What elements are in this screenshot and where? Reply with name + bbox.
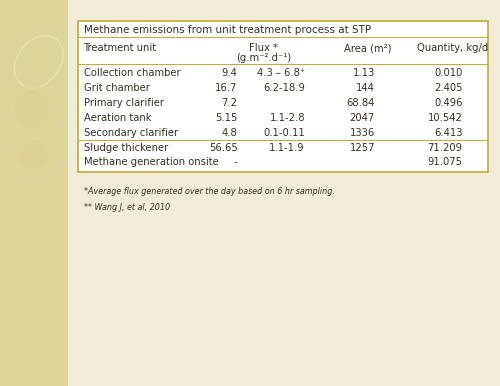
Text: 0.010: 0.010	[434, 68, 462, 78]
Text: Secondary clarifier: Secondary clarifier	[84, 128, 178, 138]
Text: 68.84: 68.84	[346, 98, 375, 108]
Text: 7.2: 7.2	[222, 98, 238, 108]
Text: Quantity, kg/d: Quantity, kg/d	[417, 43, 488, 53]
Text: 1.13: 1.13	[353, 68, 375, 78]
Text: 1257: 1257	[350, 142, 375, 152]
Text: 9.4: 9.4	[222, 68, 238, 78]
Text: Collection chamber: Collection chamber	[84, 68, 180, 78]
Text: Flux *: Flux *	[249, 43, 278, 53]
Text: Grit chamber: Grit chamber	[84, 83, 150, 93]
Text: 91.075: 91.075	[428, 157, 462, 168]
Text: 4.8: 4.8	[222, 128, 238, 138]
Text: 71.209: 71.209	[428, 142, 462, 152]
Text: Primary clarifier: Primary clarifier	[84, 98, 164, 108]
Text: 2.405: 2.405	[434, 83, 462, 93]
Text: 6.2-18.9: 6.2-18.9	[263, 83, 305, 93]
Text: -: -	[234, 157, 237, 168]
Text: 4.3 – 6.8⁺: 4.3 – 6.8⁺	[257, 68, 305, 78]
Text: *Average flux generated over the day based on 6 hr sampling.: *Average flux generated over the day bas…	[84, 187, 334, 196]
Ellipse shape	[14, 91, 49, 125]
Text: 0.496: 0.496	[434, 98, 462, 108]
Text: 16.7: 16.7	[215, 83, 238, 93]
Text: 56.65: 56.65	[209, 142, 238, 152]
Text: 2047: 2047	[350, 113, 375, 123]
Text: Sludge thickener: Sludge thickener	[84, 142, 168, 152]
Text: 6.413: 6.413	[434, 128, 462, 138]
Ellipse shape	[20, 141, 48, 168]
Text: 5.15: 5.15	[215, 113, 238, 123]
FancyBboxPatch shape	[78, 21, 488, 172]
Text: ** Wang J, et al, 2010: ** Wang J, et al, 2010	[84, 203, 170, 212]
Text: Area (m²): Area (m²)	[344, 43, 391, 53]
Text: (g.m⁻².d⁻¹): (g.m⁻².d⁻¹)	[236, 53, 292, 63]
Text: Treatment unit: Treatment unit	[84, 43, 156, 53]
Text: Aeration tank: Aeration tank	[84, 113, 151, 123]
Text: 0.1-0.11: 0.1-0.11	[263, 128, 305, 138]
Text: 1336: 1336	[350, 128, 375, 138]
FancyBboxPatch shape	[0, 0, 68, 386]
Text: Methane emissions from unit treatment process at STP: Methane emissions from unit treatment pr…	[84, 25, 370, 35]
Text: 1.1-2.8: 1.1-2.8	[270, 113, 305, 123]
Text: Methane generation onsite: Methane generation onsite	[84, 157, 218, 168]
Text: 1.1-1.9: 1.1-1.9	[270, 142, 305, 152]
Text: 144: 144	[356, 83, 375, 93]
Text: 10.542: 10.542	[428, 113, 462, 123]
